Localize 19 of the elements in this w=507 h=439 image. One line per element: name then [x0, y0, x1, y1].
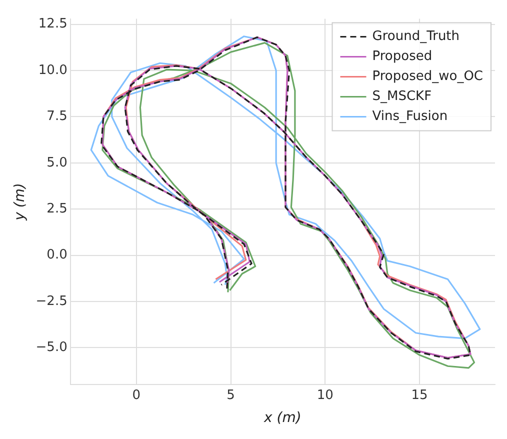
- x-tick-label: 5: [226, 388, 235, 403]
- y-tick-label: 2.5: [46, 201, 68, 216]
- y-tick-label: 5.0: [46, 155, 68, 170]
- legend-label: Vins_Fusion: [372, 109, 448, 124]
- y-tick-label: 0.0: [46, 248, 68, 263]
- x-tick-label: 15: [411, 388, 428, 403]
- y-tick-label: 12.5: [38, 16, 68, 32]
- y-tick-label: 7.5: [46, 109, 68, 124]
- legend-label: S_MSCKF: [372, 89, 432, 104]
- legend-label: Proposed: [372, 49, 432, 64]
- y-tick-label: −5.0: [36, 340, 68, 356]
- x-tick-label: 0: [132, 388, 141, 403]
- x-tick-label: 10: [316, 388, 334, 403]
- legend-label: Ground_Truth: [372, 29, 460, 44]
- y-axis-title: y (m): [12, 183, 28, 222]
- y-tick-label: −2.5: [36, 294, 68, 309]
- x-axis-title: x (m): [263, 410, 302, 426]
- legend-label: Proposed_wo_OC: [372, 69, 483, 84]
- y-tick-label: 10.0: [38, 62, 68, 78]
